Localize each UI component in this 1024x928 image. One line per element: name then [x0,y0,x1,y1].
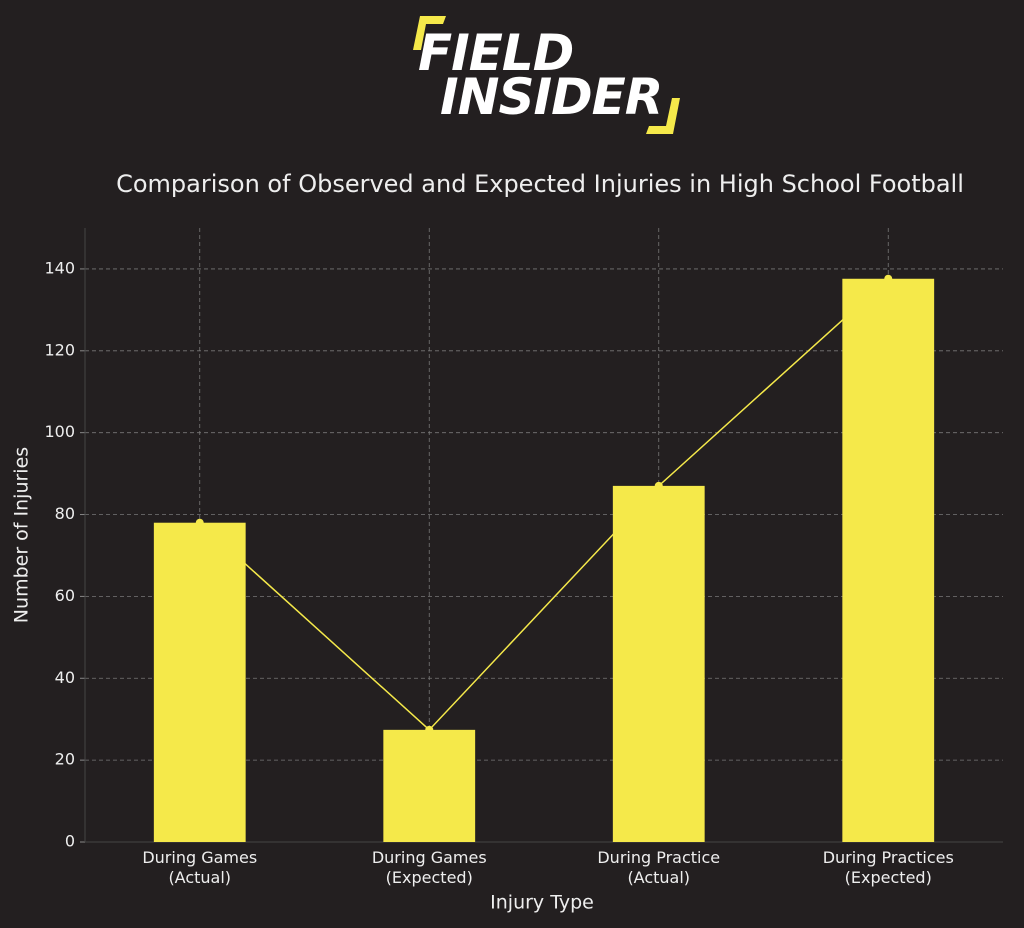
line-point [195,518,204,527]
y-tick-label: 100 [44,422,75,441]
line [199,278,889,731]
line-point [654,481,663,490]
x-tick-label: During Practices (Expected) [822,848,954,887]
y-axis-label: Number of Injuries [11,447,33,623]
x-axis-label: Injury Type [490,892,594,914]
line-point [884,274,893,283]
x-tick-label: During Practice (Actual) [597,848,721,887]
bar [612,485,705,842]
bar [842,278,935,842]
logo-bracket [646,98,680,134]
line-point [425,725,434,734]
x-tick-label: During Games (Expected) [371,848,487,887]
y-tick-label: 140 [44,258,75,277]
x-tick-label: During Games (Actual) [142,848,258,887]
y-tick-label: 80 [55,504,75,523]
y-tick-label: 60 [55,586,75,605]
bar [153,522,246,842]
logo-line: INSIDER [440,68,663,126]
logo-line: FIELD [418,24,574,82]
y-tick-label: 40 [55,668,75,687]
bar [383,729,476,842]
y-tick-label: 20 [55,750,75,769]
y-tick-label: 120 [44,340,75,359]
logo-bracket [413,16,446,50]
y-tick-label: 0 [65,832,75,851]
chart-title: Comparison of Observed and Expected Inju… [116,170,964,198]
